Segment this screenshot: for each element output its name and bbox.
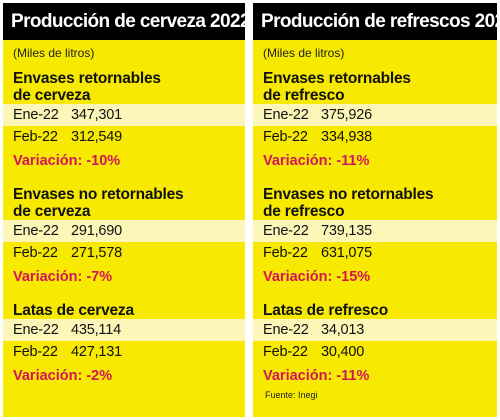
value: 312,549 <box>71 129 123 145</box>
value: 30,400 <box>321 344 365 360</box>
month-label: Ene-22 <box>263 107 309 123</box>
variation: Variación: -2% <box>3 363 245 389</box>
section-title: Envases retornables de cerveza <box>13 70 161 104</box>
data-row: Ene-22 739,135 <box>253 220 497 242</box>
value: 435,114 <box>71 322 121 338</box>
data-row: Ene-22 347,301 <box>3 104 245 126</box>
data-row: Feb-22 334,938 <box>253 126 497 148</box>
section-beer-cans: Latas de cerveza Ene-22 435,114 Feb-22 427… <box>3 298 245 389</box>
value: 739,135 <box>321 223 373 239</box>
variation-label: Variación: <box>263 368 333 384</box>
section-beer-non-returnable: Envases no retornables de cerveza Ene-22… <box>3 182 245 290</box>
month-label: Ene-22 <box>13 322 59 338</box>
section-beer-returnable: Envases retornables de cerveza Ene-22 347… <box>3 66 245 174</box>
month-label: Feb-22 <box>13 344 58 360</box>
month-label: Feb-22 <box>263 129 308 145</box>
variation-value: -11% <box>336 153 370 169</box>
source-note: Fuente: Inegi <box>265 390 318 400</box>
month-label: Feb-22 <box>263 344 308 360</box>
data-row: Feb-22 312,549 <box>3 126 245 148</box>
section-title: Latas de refresco <box>263 302 388 319</box>
section-title: Latas de cerveza <box>13 302 134 319</box>
section-title: Envases retornables de refresco <box>263 70 411 104</box>
variation-label: Variación: <box>13 153 83 169</box>
variation-value: -11% <box>336 368 370 384</box>
month-label: Feb-22 <box>13 245 58 261</box>
soda-production-panel: Producción de refrescos 2022 (Miles de l… <box>253 3 497 417</box>
month-label: Ene-22 <box>263 322 309 338</box>
data-row: Feb-22 427,131 <box>3 341 245 363</box>
variation-value: -15% <box>336 269 371 285</box>
section-soda-non-returnable: Envases no retornables de refresco Ene-2… <box>253 182 497 290</box>
section-soda-cans: Latas de refresco Ene-22 34,013 Feb-22 30,… <box>253 298 497 389</box>
variation: Variación: -15% <box>253 264 497 290</box>
variation: Variación: -10% <box>3 148 245 174</box>
variation: Variación: -11% <box>253 363 497 389</box>
month-label: Feb-22 <box>13 129 58 145</box>
variation-label: Variación: <box>13 368 83 384</box>
value: 34,013 <box>321 322 365 338</box>
soda-unit-note: (Miles de litros) <box>263 46 345 60</box>
variation-value: -7% <box>86 269 113 285</box>
variation-label: Variación: <box>13 269 83 285</box>
month-label: Ene-22 <box>263 223 309 239</box>
section-title: Envases no retornables de cerveza <box>13 186 184 220</box>
month-label: Ene-22 <box>13 223 59 239</box>
data-row: Ene-22 291,690 <box>3 220 245 242</box>
value: 347,301 <box>71 107 123 123</box>
variation-value: -10% <box>86 153 121 169</box>
month-label: Ene-22 <box>13 107 59 123</box>
beer-production-panel: Producción de cerveza 2022 (Miles de lit… <box>3 3 245 417</box>
variation-label: Variación: <box>263 269 333 285</box>
data-row: Ene-22 34,013 <box>253 319 497 341</box>
month-label: Feb-22 <box>263 245 308 261</box>
section-title: Envases no retornables de refresco <box>263 186 434 220</box>
beer-panel-title: Producción de cerveza 2022 <box>3 3 245 40</box>
data-row: Feb-22 271,578 <box>3 242 245 264</box>
variation: Variación: -7% <box>3 264 245 290</box>
value: 291,690 <box>71 223 123 239</box>
value: 427,131 <box>71 344 123 360</box>
data-row: Ene-22 435,114 <box>3 319 245 341</box>
data-row: Feb-22 631,075 <box>253 242 497 264</box>
soda-panel-title: Producción de refrescos 2022 <box>253 3 497 40</box>
value: 334,938 <box>321 129 373 145</box>
data-row: Ene-22 375,926 <box>253 104 497 126</box>
variation-value: -2% <box>86 368 113 384</box>
section-soda-returnable: Envases retornables de refresco Ene-22 37… <box>253 66 497 174</box>
value: 271,578 <box>71 245 123 261</box>
variation-label: Variación: <box>263 153 333 169</box>
data-row: Feb-22 30,400 <box>253 341 497 363</box>
value: 631,075 <box>321 245 373 261</box>
value: 375,926 <box>321 107 373 123</box>
variation: Variación: -11% <box>253 148 497 174</box>
beer-unit-note: (Miles de litros) <box>13 46 95 60</box>
